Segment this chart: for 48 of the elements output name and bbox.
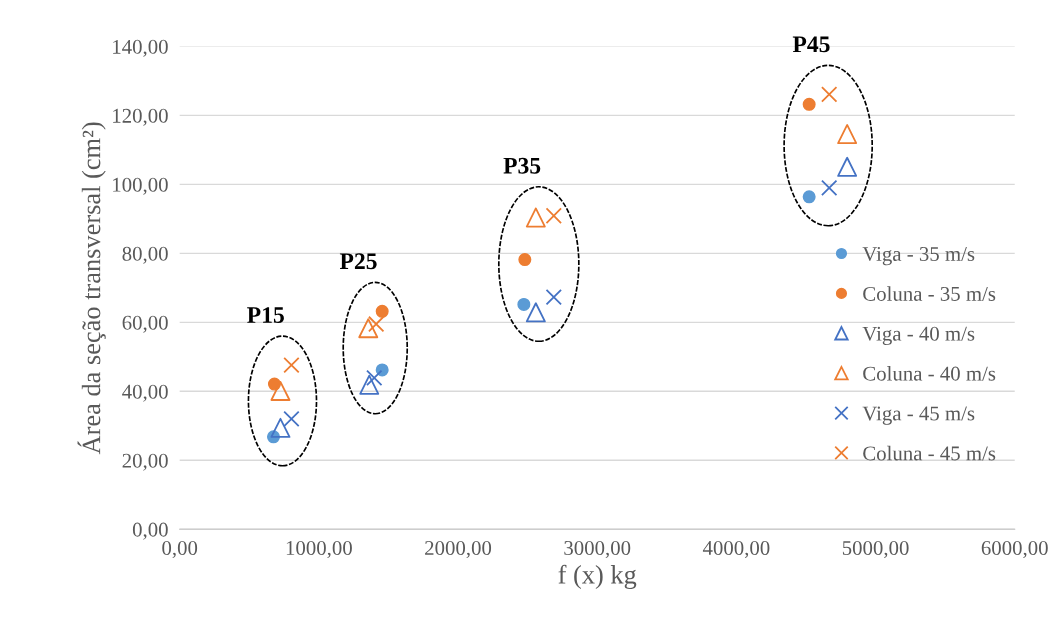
point bbox=[545, 207, 562, 224]
legend-label: Viga - 45 m/s bbox=[862, 406, 975, 425]
x-tick-label: 2000,00 bbox=[425, 540, 492, 559]
point bbox=[358, 318, 379, 339]
y-tick-label: 60,00 bbox=[122, 315, 168, 333]
point bbox=[821, 86, 838, 103]
annotation: P35 bbox=[503, 157, 541, 174]
point bbox=[366, 369, 383, 387]
point bbox=[359, 374, 380, 395]
x-tick-label: 4000,00 bbox=[702, 540, 770, 559]
y-tick-label: 120,00 bbox=[113, 108, 168, 126]
point bbox=[545, 288, 562, 306]
point bbox=[802, 97, 816, 111]
annotation: P25 bbox=[339, 253, 377, 270]
point bbox=[517, 297, 531, 311]
point bbox=[837, 124, 858, 144]
y-axis-title: Área da seção transversal (cm²) bbox=[77, 122, 106, 455]
y-tick-label: 80,00 bbox=[122, 246, 168, 264]
x-axis-title: f (x) kg bbox=[558, 564, 637, 590]
point bbox=[270, 380, 291, 401]
y-tick-label: 40,00 bbox=[122, 384, 168, 402]
point bbox=[802, 190, 816, 204]
x-tick-label: 3000,00 bbox=[564, 540, 631, 559]
x-tick-label: 5000,00 bbox=[842, 540, 909, 559]
point bbox=[837, 156, 858, 177]
point bbox=[375, 304, 389, 318]
x-tick-label: 0,00 bbox=[162, 540, 198, 559]
x-tick-label: 1000,00 bbox=[286, 540, 352, 559]
y-tick-label: 100,00 bbox=[113, 177, 168, 195]
y-tick-label: 140,00 bbox=[113, 39, 168, 57]
point bbox=[821, 179, 838, 197]
y-tick-label: 20,00 bbox=[122, 453, 168, 471]
point bbox=[518, 253, 532, 267]
annotation: P15 bbox=[247, 307, 284, 323]
point bbox=[525, 207, 546, 228]
legend-label: Coluna - 40 m/s bbox=[863, 366, 996, 381]
legend-label: Viga - 35 m/s bbox=[862, 246, 975, 266]
point bbox=[283, 356, 300, 374]
point bbox=[270, 417, 291, 438]
x-tick-label: 6000,00 bbox=[981, 540, 1048, 559]
legend-label: Coluna - 35 m/s bbox=[863, 286, 996, 301]
legend-label: Viga - 40 m/s bbox=[862, 326, 975, 346]
y-tick-label: 0,00 bbox=[132, 522, 168, 540]
annotation: P45 bbox=[792, 36, 830, 53]
point bbox=[525, 302, 546, 323]
point bbox=[368, 315, 385, 333]
point bbox=[283, 410, 300, 428]
legend-label: Coluna - 45 m/s bbox=[863, 445, 996, 461]
